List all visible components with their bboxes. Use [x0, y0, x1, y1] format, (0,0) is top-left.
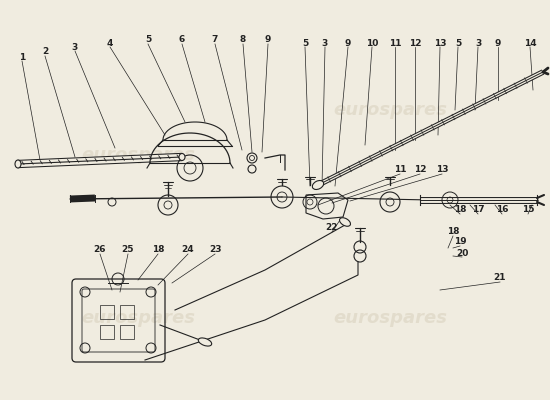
Text: 5: 5 — [302, 38, 308, 48]
Text: 5: 5 — [145, 36, 151, 44]
Text: 3: 3 — [475, 38, 481, 48]
Text: 3: 3 — [322, 38, 328, 48]
Text: 21: 21 — [494, 274, 506, 282]
Text: 15: 15 — [522, 206, 534, 214]
Text: 4: 4 — [107, 38, 113, 48]
Text: 19: 19 — [454, 238, 466, 246]
Text: 20: 20 — [456, 248, 468, 258]
Text: 12: 12 — [409, 38, 421, 48]
Text: eurospares: eurospares — [333, 309, 447, 327]
Text: 23: 23 — [209, 246, 221, 254]
Text: 5: 5 — [455, 38, 461, 48]
Ellipse shape — [199, 338, 212, 346]
Text: 1: 1 — [19, 52, 25, 62]
Ellipse shape — [15, 160, 21, 168]
Text: eurospares: eurospares — [81, 309, 195, 327]
Text: 3: 3 — [72, 42, 78, 52]
Text: 8: 8 — [240, 36, 246, 44]
Text: 13: 13 — [436, 166, 448, 174]
Ellipse shape — [179, 154, 185, 160]
Text: 18: 18 — [447, 228, 459, 236]
Text: 22: 22 — [326, 224, 338, 232]
Text: 12: 12 — [414, 166, 426, 174]
Text: 18: 18 — [152, 246, 164, 254]
Text: 9: 9 — [265, 36, 271, 44]
Text: 25: 25 — [122, 246, 134, 254]
Text: 17: 17 — [472, 206, 485, 214]
Ellipse shape — [339, 218, 350, 226]
Text: 14: 14 — [524, 38, 536, 48]
Text: 10: 10 — [366, 38, 378, 48]
Text: 9: 9 — [495, 38, 501, 48]
Text: 6: 6 — [179, 36, 185, 44]
Text: 11: 11 — [394, 166, 406, 174]
Text: 11: 11 — [389, 38, 402, 48]
Text: eurospares: eurospares — [333, 101, 447, 119]
Text: 26: 26 — [94, 246, 106, 254]
Ellipse shape — [312, 180, 323, 190]
Text: 13: 13 — [434, 38, 446, 48]
Text: 24: 24 — [182, 246, 194, 254]
Text: eurospares: eurospares — [81, 146, 195, 164]
Text: 7: 7 — [212, 36, 218, 44]
Text: 2: 2 — [42, 48, 48, 56]
Text: 18: 18 — [454, 206, 466, 214]
Text: 9: 9 — [345, 38, 351, 48]
Text: 16: 16 — [496, 206, 508, 214]
